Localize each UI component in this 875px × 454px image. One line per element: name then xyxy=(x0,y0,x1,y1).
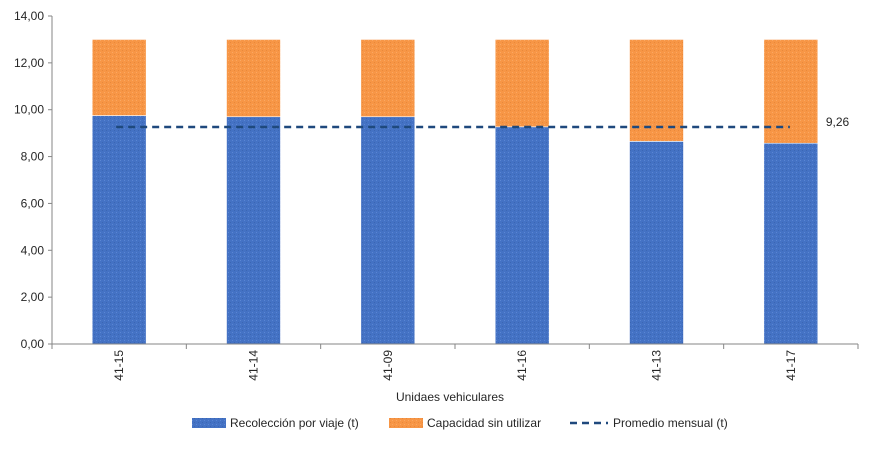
x-axis-title: Unidaes vehiculares xyxy=(396,390,504,404)
y-tick-label: 6,00 xyxy=(21,196,45,210)
legend-swatch-capacidad xyxy=(389,418,423,428)
bars xyxy=(91,39,819,345)
legend-label-promedio: Promedio mensual (t) xyxy=(613,416,728,430)
x-tick-label: 41-13 xyxy=(650,350,664,381)
x-tick-label: 41-17 xyxy=(784,350,798,381)
legend-swatch-recoleccion xyxy=(192,418,226,428)
bar-recoleccion xyxy=(494,126,550,345)
bar-recoleccion xyxy=(91,115,147,345)
bar-capacidad xyxy=(91,39,147,116)
y-tick-label: 8,00 xyxy=(21,150,45,164)
legend-label-recoleccion: Recolección por viaje (t) xyxy=(230,416,359,430)
y-tick-label: 14,00 xyxy=(14,9,44,23)
bar-recoleccion xyxy=(360,116,416,345)
x-tick-label: 41-14 xyxy=(247,350,261,381)
bar-recoleccion xyxy=(629,141,684,345)
y-tick-label: 0,00 xyxy=(21,337,45,351)
legend: Recolección por viaje (t) Capacidad sin u… xyxy=(192,416,728,430)
bar-capacidad xyxy=(494,39,550,128)
legend-label-capacidad: Capacidad sin utilizar xyxy=(427,416,541,430)
bar-recoleccion xyxy=(763,142,819,345)
y-tick-label: 10,00 xyxy=(14,103,44,117)
bar-capacidad xyxy=(763,39,819,144)
x-tick-label: 41-15 xyxy=(112,350,126,381)
x-tick-label: 41-09 xyxy=(381,350,395,381)
y-tick-label: 12,00 xyxy=(14,56,44,70)
bar-capacidad xyxy=(226,39,281,118)
y-axis-ticks: 0,00 2,00 4,00 6,00 8,00 10,00 12,00 14,00 xyxy=(14,9,52,351)
x-axis-ticks: 41-15 41-14 41-09 41-16 41-13 41-17 xyxy=(51,344,859,381)
bar-recoleccion xyxy=(226,116,281,345)
average-line-label: 9,26 xyxy=(826,115,850,129)
axes xyxy=(51,16,858,345)
x-tick-label: 41-16 xyxy=(515,350,529,381)
bar-capacidad xyxy=(629,39,684,142)
y-tick-label: 2,00 xyxy=(21,290,45,304)
average-line-group: 9,26 xyxy=(116,115,850,129)
bar-capacidad xyxy=(360,39,416,118)
y-tick-label: 4,00 xyxy=(21,243,45,257)
